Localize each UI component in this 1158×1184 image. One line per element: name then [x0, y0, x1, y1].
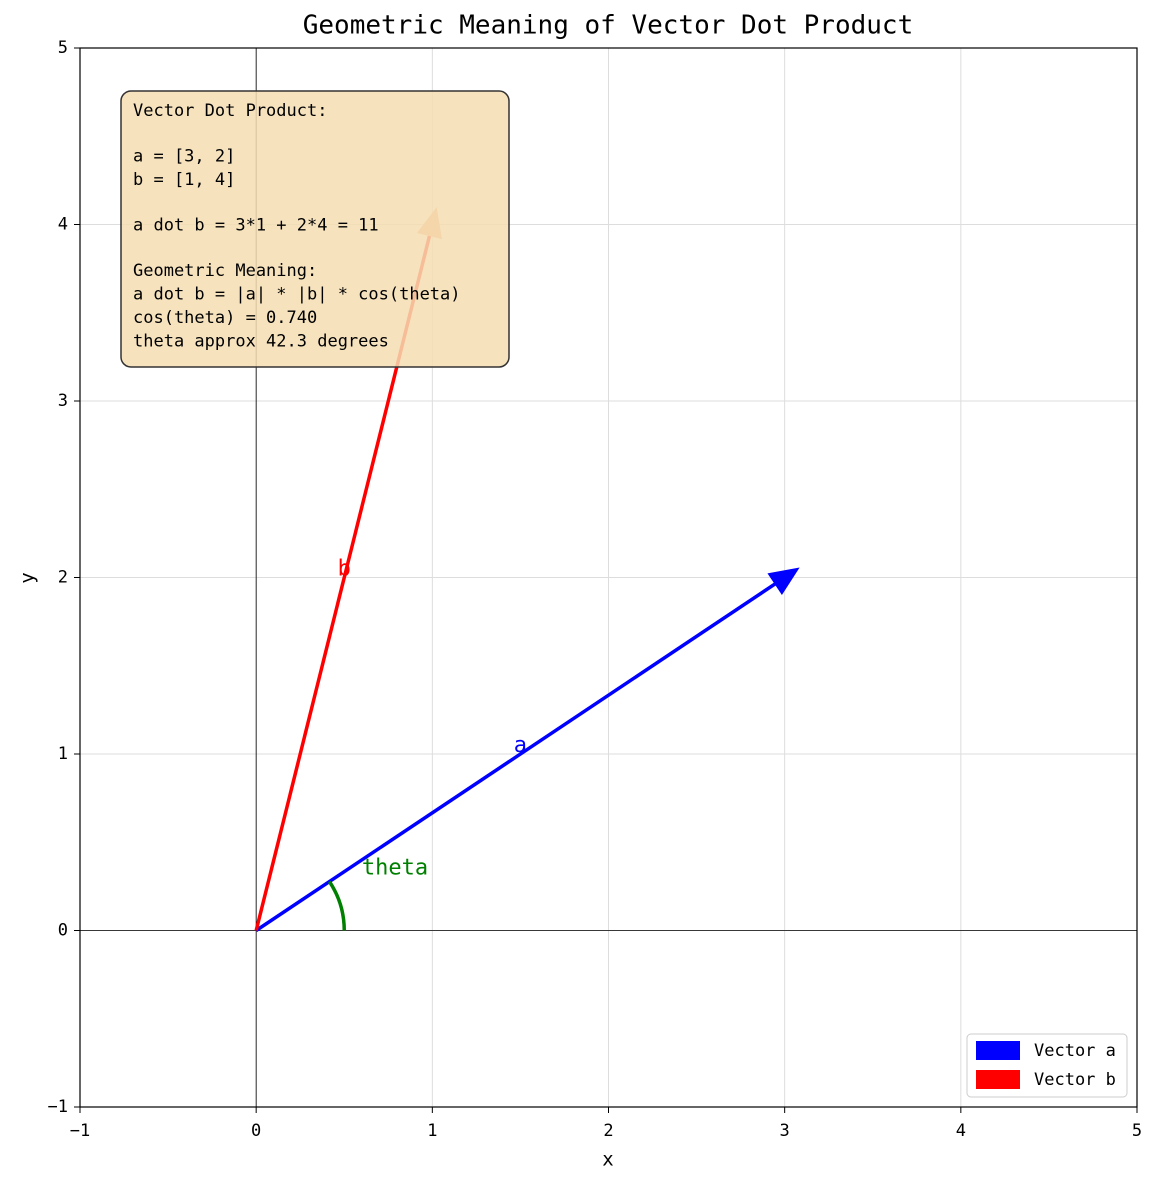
- x-tick-label: 2: [603, 1121, 613, 1141]
- info-text: cos(theta) = 0.740: [133, 308, 317, 328]
- x-tick-label: 0: [251, 1121, 261, 1141]
- y-tick-label: 4: [58, 215, 68, 235]
- vector-label: b: [338, 557, 351, 582]
- angle-label: theta: [362, 856, 428, 881]
- info-text: a = [3, 2]: [133, 147, 235, 167]
- info-text: b = [1, 4]: [133, 170, 235, 190]
- info-text: a dot b = |a| * |b| * cos(theta): [133, 285, 461, 305]
- y-tick-label: 1: [58, 744, 68, 764]
- legend-swatch: [976, 1070, 1020, 1089]
- info-text: Geometric Meaning:: [133, 261, 317, 281]
- vector-label: a: [514, 733, 527, 758]
- vector-shaft: [255, 581, 778, 932]
- x-tick-label: 1: [427, 1121, 437, 1141]
- info-text: a dot b = 3*1 + 2*4 = 11: [133, 216, 379, 236]
- x-axis-label: x: [602, 1149, 613, 1171]
- y-tick-label: 0: [58, 921, 68, 941]
- legend-swatch: [976, 1041, 1020, 1060]
- vector-head: [767, 567, 800, 595]
- info-box: [120, 90, 510, 368]
- legend-label: Vector b: [1034, 1070, 1116, 1090]
- y-tick-label: −1: [48, 1097, 68, 1117]
- x-tick-label: 5: [1132, 1121, 1142, 1141]
- legend-label: Vector a: [1034, 1041, 1116, 1061]
- x-tick-label: −1: [70, 1121, 90, 1141]
- y-tick-label: 5: [58, 38, 68, 58]
- info-text: Vector Dot Product:: [133, 101, 327, 121]
- y-axis-label: y: [17, 572, 39, 583]
- chart-title: Geometric Meaning of Vector Dot Product: [303, 11, 913, 41]
- y-tick-label: 3: [58, 391, 68, 411]
- plot-frame: [79, 47, 1138, 1108]
- x-tick-label: 4: [956, 1121, 966, 1141]
- angle-arc: [327, 880, 346, 931]
- y-tick-label: 2: [58, 568, 68, 588]
- info-text: theta approx 42.3 degrees: [133, 332, 389, 352]
- x-tick-label: 3: [780, 1121, 790, 1141]
